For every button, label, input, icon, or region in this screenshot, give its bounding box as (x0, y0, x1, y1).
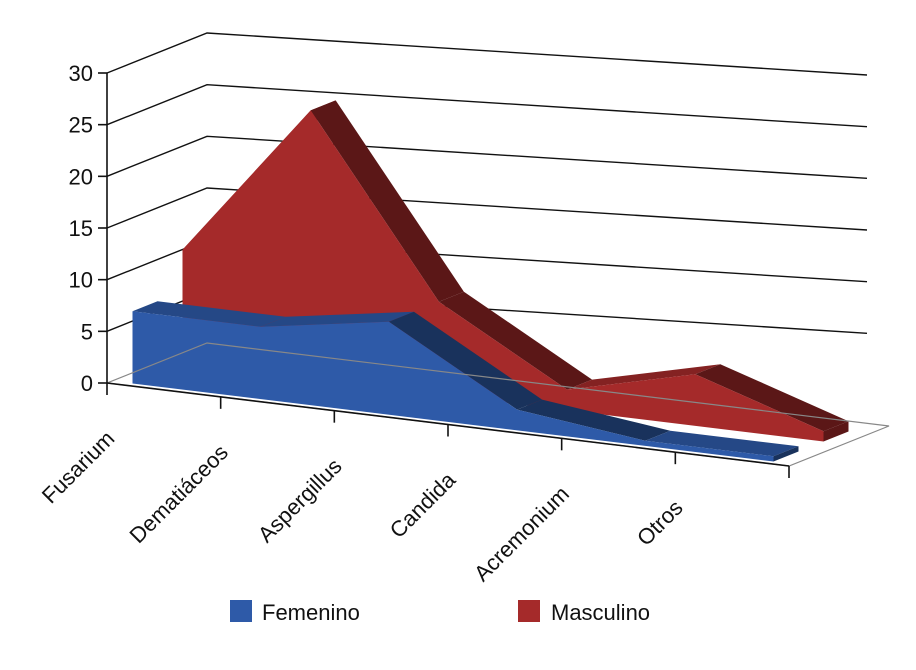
series-femenino (132, 301, 799, 462)
area-top-segment-femenino (645, 430, 799, 457)
gridline (106, 187, 868, 231)
x-tick-label: Fusarium (37, 426, 120, 509)
area-top-segment-masculino (567, 364, 721, 390)
gridline (106, 83, 868, 128)
x-tick-label: Acremonium (469, 481, 574, 586)
area-top-segment-masculino (695, 364, 849, 432)
y-tick-label: 10 (69, 268, 93, 293)
gridlines (106, 32, 868, 334)
legend-swatch-femenino (230, 600, 252, 622)
y-tick-label: 15 (69, 216, 93, 241)
area-top-segment-femenino (132, 301, 286, 327)
x-tick-label: Candida (385, 467, 461, 543)
area-top-segment-femenino (517, 399, 671, 441)
area-top-segment-masculino (310, 100, 464, 302)
area-end-cap-masculino (823, 421, 849, 442)
y-tick-label: 25 (69, 113, 93, 138)
x-tick-label: Dematiáceos (125, 440, 233, 548)
area-end-cap-femenino (773, 446, 799, 462)
x-tick-label: Otros (632, 495, 688, 551)
area-front-face-femenino (132, 311, 774, 462)
axes (98, 72, 890, 478)
x-tick-label: Aspergillus (253, 453, 347, 547)
y-tick-label: 5 (81, 319, 93, 344)
legend-label-masculino: Masculino (551, 600, 650, 625)
area-top-segment-femenino (260, 311, 414, 327)
gridline (106, 135, 868, 179)
y-tick-label: 0 (81, 371, 93, 396)
legend-label-femenino: Femenino (262, 600, 360, 625)
legend: Femenino Masculino (230, 600, 650, 625)
area-top-segment-femenino (388, 311, 543, 410)
legend-swatch-masculino (518, 600, 540, 622)
y-tick-label: 20 (69, 164, 93, 189)
area-top-segment-masculino (438, 291, 593, 390)
gridline (106, 32, 868, 76)
y-tick-label: 30 (69, 61, 93, 86)
